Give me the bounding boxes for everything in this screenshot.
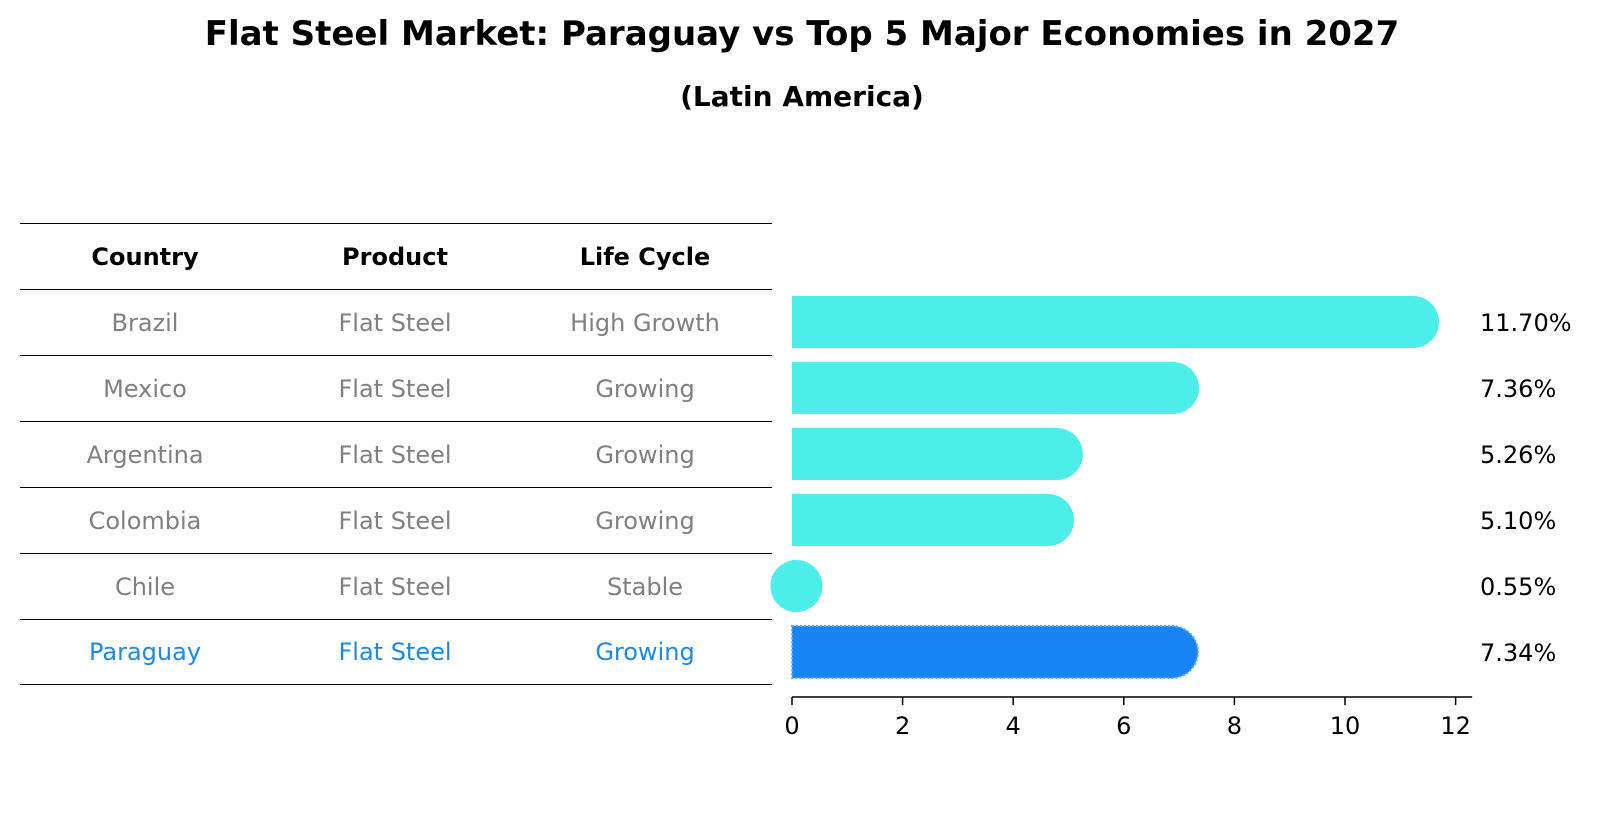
product-cell: Flat Steel (338, 572, 452, 601)
x-tick-label: 12 (1440, 712, 1471, 740)
bar-chile (770, 560, 823, 612)
bar-body (792, 494, 1049, 546)
life-cycle-cell: Growing (595, 506, 695, 535)
value-label: 7.36% (1480, 375, 1556, 403)
bar-paraguay (791, 625, 1199, 679)
x-tick-label: 4 (1006, 712, 1021, 740)
table-row: Mexico Flat Steel Growing (20, 355, 772, 421)
value-label: 0.55% (1480, 573, 1556, 601)
country-cell: Brazil (111, 308, 179, 337)
value-label: 5.10% (1480, 507, 1556, 535)
life-cycle-cell: High Growth (570, 308, 720, 337)
bar-cap (1147, 362, 1200, 414)
table-row-highlighted: Paraguay Flat Steel Growing (20, 619, 772, 685)
product-cell: Flat Steel (338, 308, 452, 337)
country-cell: Chile (114, 572, 176, 601)
product-cell: Flat Steel (338, 638, 452, 666)
header-country: Country (91, 242, 199, 271)
table-header-row: Country Product Life Cycle (20, 223, 772, 289)
country-cell: Colombia (88, 506, 202, 535)
bar-cap (1387, 296, 1440, 348)
life-cycle-cell: Growing (595, 638, 695, 666)
x-tick-label: 0 (784, 712, 799, 740)
x-tick-label: 6 (1116, 712, 1131, 740)
chart-subtitle: (Latin America) (680, 80, 924, 113)
x-tick-label: 8 (1227, 712, 1242, 740)
bar-body (792, 362, 1174, 414)
life-cycle-cell: Stable (606, 572, 684, 601)
country-table: Country Product Life Cycle Brazil Flat S… (20, 223, 772, 685)
country-cell: Mexico (103, 374, 187, 403)
x-tick-label: 2 (895, 712, 910, 740)
header-life-cycle: Life Cycle (579, 242, 711, 271)
life-cycle-cell: Growing (595, 374, 695, 403)
table-row: Chile Flat Steel Stable (20, 553, 772, 619)
product-cell: Flat Steel (338, 440, 452, 469)
bar-argentina (792, 428, 1083, 480)
bar-highlight-outline (791, 625, 1199, 679)
bar-mexico (792, 362, 1200, 414)
product-cell: Flat Steel (338, 374, 452, 403)
bar-body (792, 428, 1057, 480)
table-row: Colombia Flat Steel Growing (20, 487, 772, 553)
country-cell: Paraguay (88, 638, 202, 666)
country-cell: Argentina (86, 440, 204, 469)
value-label: 5.26% (1480, 441, 1556, 469)
chart-title: Flat Steel Market: Paraguay vs Top 5 Maj… (204, 14, 1400, 54)
life-cycle-cell: Growing (595, 440, 695, 469)
bar-cap (770, 560, 823, 612)
product-cell: Flat Steel (338, 506, 452, 535)
value-label: 11.70% (1480, 309, 1572, 337)
bar-colombia (792, 494, 1075, 546)
value-label: 7.34% (1480, 639, 1556, 667)
bar-cap (1145, 626, 1198, 678)
bar-cap (1030, 428, 1083, 480)
header-product: Product (342, 242, 448, 271)
table-row: Argentina Flat Steel Growing (20, 421, 772, 487)
bar-cap (1022, 494, 1075, 546)
x-tick-label: 10 (1330, 712, 1361, 740)
bar-body (792, 626, 1172, 678)
bar-brazil (792, 296, 1440, 348)
table-row: Brazil Flat Steel High Growth (20, 289, 772, 355)
bar-body (792, 296, 1414, 348)
